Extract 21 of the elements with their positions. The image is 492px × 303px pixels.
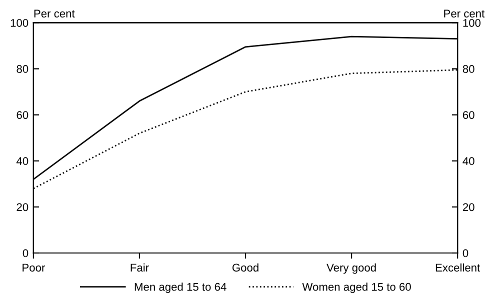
y-tick-label: 100 (10, 18, 28, 27)
y2-tick-label: 80 (462, 65, 474, 73)
x-tick-label: Excellent (436, 263, 480, 272)
y-axis-title: Per cent (34, 10, 75, 18)
y-tick-label: 20 (16, 203, 28, 212)
x-tick-label: Very good (326, 263, 376, 274)
legend-label: Men aged 15 to 64 (134, 282, 226, 293)
y2-tick-label: 40 (462, 157, 474, 166)
y2-tick-label: 20 (462, 203, 474, 212)
y-tick-label: 0 (22, 249, 28, 258)
legend-label: Women aged 15 to 60 (302, 282, 411, 293)
x-tick-label: Fair (130, 263, 149, 272)
y2-axis-title: Per cent (444, 10, 485, 18)
x-tick-label: Poor (22, 264, 46, 272)
x-tick-label: Good (232, 263, 258, 272)
y2-tick-label: 60 (462, 111, 474, 119)
y-tick-label: 60 (16, 111, 28, 119)
y-tick-label: 80 (16, 65, 28, 73)
y-tick-label: 40 (16, 157, 28, 166)
y2-tick-label: 0 (462, 249, 468, 258)
y2-tick-label: 100 (463, 18, 481, 27)
